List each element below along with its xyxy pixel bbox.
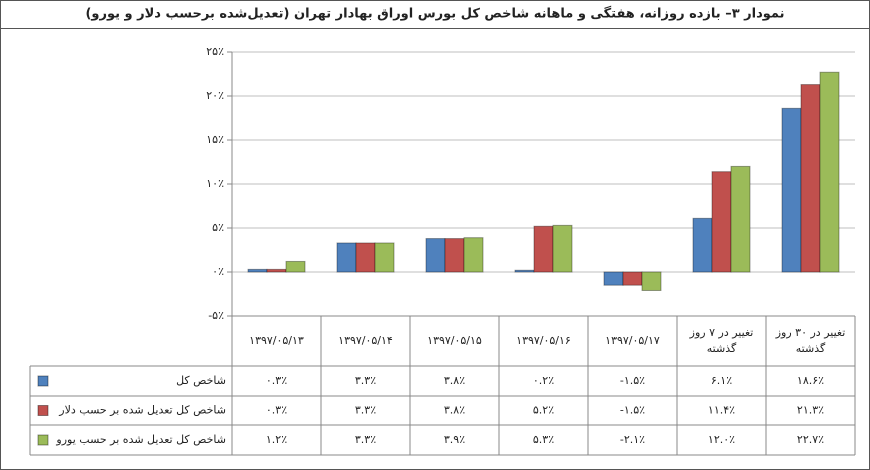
legend-label: شاخص کل تعدیل شده بر حسب یورو xyxy=(55,433,226,446)
category-cell: تغییر در ۷ روز گذشته xyxy=(689,325,754,356)
value-label: ۰.۳٪ xyxy=(266,404,287,417)
bar xyxy=(374,242,395,273)
bar xyxy=(355,242,376,273)
bar xyxy=(711,171,732,273)
value-label: ۵.۲٪ xyxy=(533,404,554,417)
y-tick-label: ۲۵٪ xyxy=(206,45,224,58)
bar xyxy=(463,237,484,273)
value-label: ۱.۲٪ xyxy=(266,433,287,446)
legend-swatch xyxy=(37,434,49,446)
value-label: ۰.۳٪ xyxy=(266,374,287,387)
y-tick-label: ۰٪ xyxy=(212,265,224,278)
x-tick-label: ۱۳۹۷/۰۵/۱۶ xyxy=(516,333,571,347)
bar xyxy=(552,224,573,273)
value-label: ۰.۲٪ xyxy=(533,374,554,387)
category-cell: ۱۳۹۷/۰۵/۱۵ xyxy=(427,333,482,347)
legend-swatch xyxy=(37,375,49,387)
legend-swatch xyxy=(37,405,49,416)
x-tick-label: تغییر در ۷ روز گذشته xyxy=(689,325,754,356)
value-label: -۱.۵٪ xyxy=(620,404,645,417)
legend-label: شاخص کل تعدیل شده بر حسب دلار xyxy=(58,404,226,417)
bar xyxy=(266,268,287,273)
value-label: ۵.۳٪ xyxy=(533,433,554,446)
value-label: ۱۸.۶٪ xyxy=(797,374,824,387)
value-label: ۶.۱٪ xyxy=(711,374,732,387)
value-label: ۳.۸٪ xyxy=(444,404,465,417)
category-cell: تغییر در ۳۰ روز گذشته xyxy=(775,325,846,356)
bar xyxy=(781,107,802,273)
bar xyxy=(819,71,840,273)
bar xyxy=(285,260,306,273)
y-tick-label: ۲۰٪ xyxy=(206,89,224,102)
y-tick-label: ۱۵٪ xyxy=(206,133,224,146)
category-cell: ۱۳۹۷/۰۵/۱۶ xyxy=(516,333,571,347)
bar xyxy=(425,238,446,273)
x-tick-label: ۱۳۹۷/۰۵/۱۵ xyxy=(427,333,482,347)
bar xyxy=(692,217,713,273)
x-tick-label: ۱۳۹۷/۰۵/۱۴ xyxy=(338,333,393,347)
value-label: ۱۲.۰٪ xyxy=(708,433,735,446)
bar xyxy=(622,271,643,286)
y-tick-label: -۵٪ xyxy=(208,309,224,322)
x-tick-label: تغییر در ۳۰ روز گذشته xyxy=(775,325,846,356)
value-label: ۲۲.۷٪ xyxy=(797,433,824,446)
category-cell: ۱۳۹۷/۰۵/۱۳ xyxy=(249,333,304,347)
y-tick-label: ۵٪ xyxy=(212,221,224,234)
value-label: ۳.۹٪ xyxy=(444,433,465,446)
bar xyxy=(514,269,535,273)
x-tick-label: ۱۳۹۷/۰۵/۱۷ xyxy=(605,333,660,347)
category-cell: ۱۳۹۷/۰۵/۱۷ xyxy=(605,333,660,347)
bar xyxy=(603,271,624,286)
value-label: ۱۱.۴٪ xyxy=(708,404,735,417)
category-cell: ۱۳۹۷/۰۵/۱۴ xyxy=(338,333,393,347)
value-label: ۳.۸٪ xyxy=(444,374,465,387)
bar xyxy=(247,268,268,273)
value-label: -۲.۱٪ xyxy=(620,433,645,446)
bar xyxy=(336,242,357,273)
x-tick-label: ۱۳۹۷/۰۵/۱۳ xyxy=(249,333,304,347)
bar xyxy=(641,271,662,291)
bar xyxy=(444,238,465,273)
bar xyxy=(730,165,751,273)
legend-label: شاخص کل xyxy=(176,374,226,387)
y-tick-label: ۱۰٪ xyxy=(206,177,224,190)
value-label: ۳.۳٪ xyxy=(355,404,376,417)
chart-title: نمودار ۳– بازده روزانه، هفتگی و ماهانه ش… xyxy=(85,6,784,22)
bar xyxy=(800,84,821,273)
value-label: ۳.۳٪ xyxy=(355,374,376,387)
value-label: ۳.۳٪ xyxy=(355,433,376,446)
bar xyxy=(533,225,554,273)
value-label: ۲۱.۳٪ xyxy=(797,404,824,417)
value-label: -۱.۵٪ xyxy=(620,374,645,387)
